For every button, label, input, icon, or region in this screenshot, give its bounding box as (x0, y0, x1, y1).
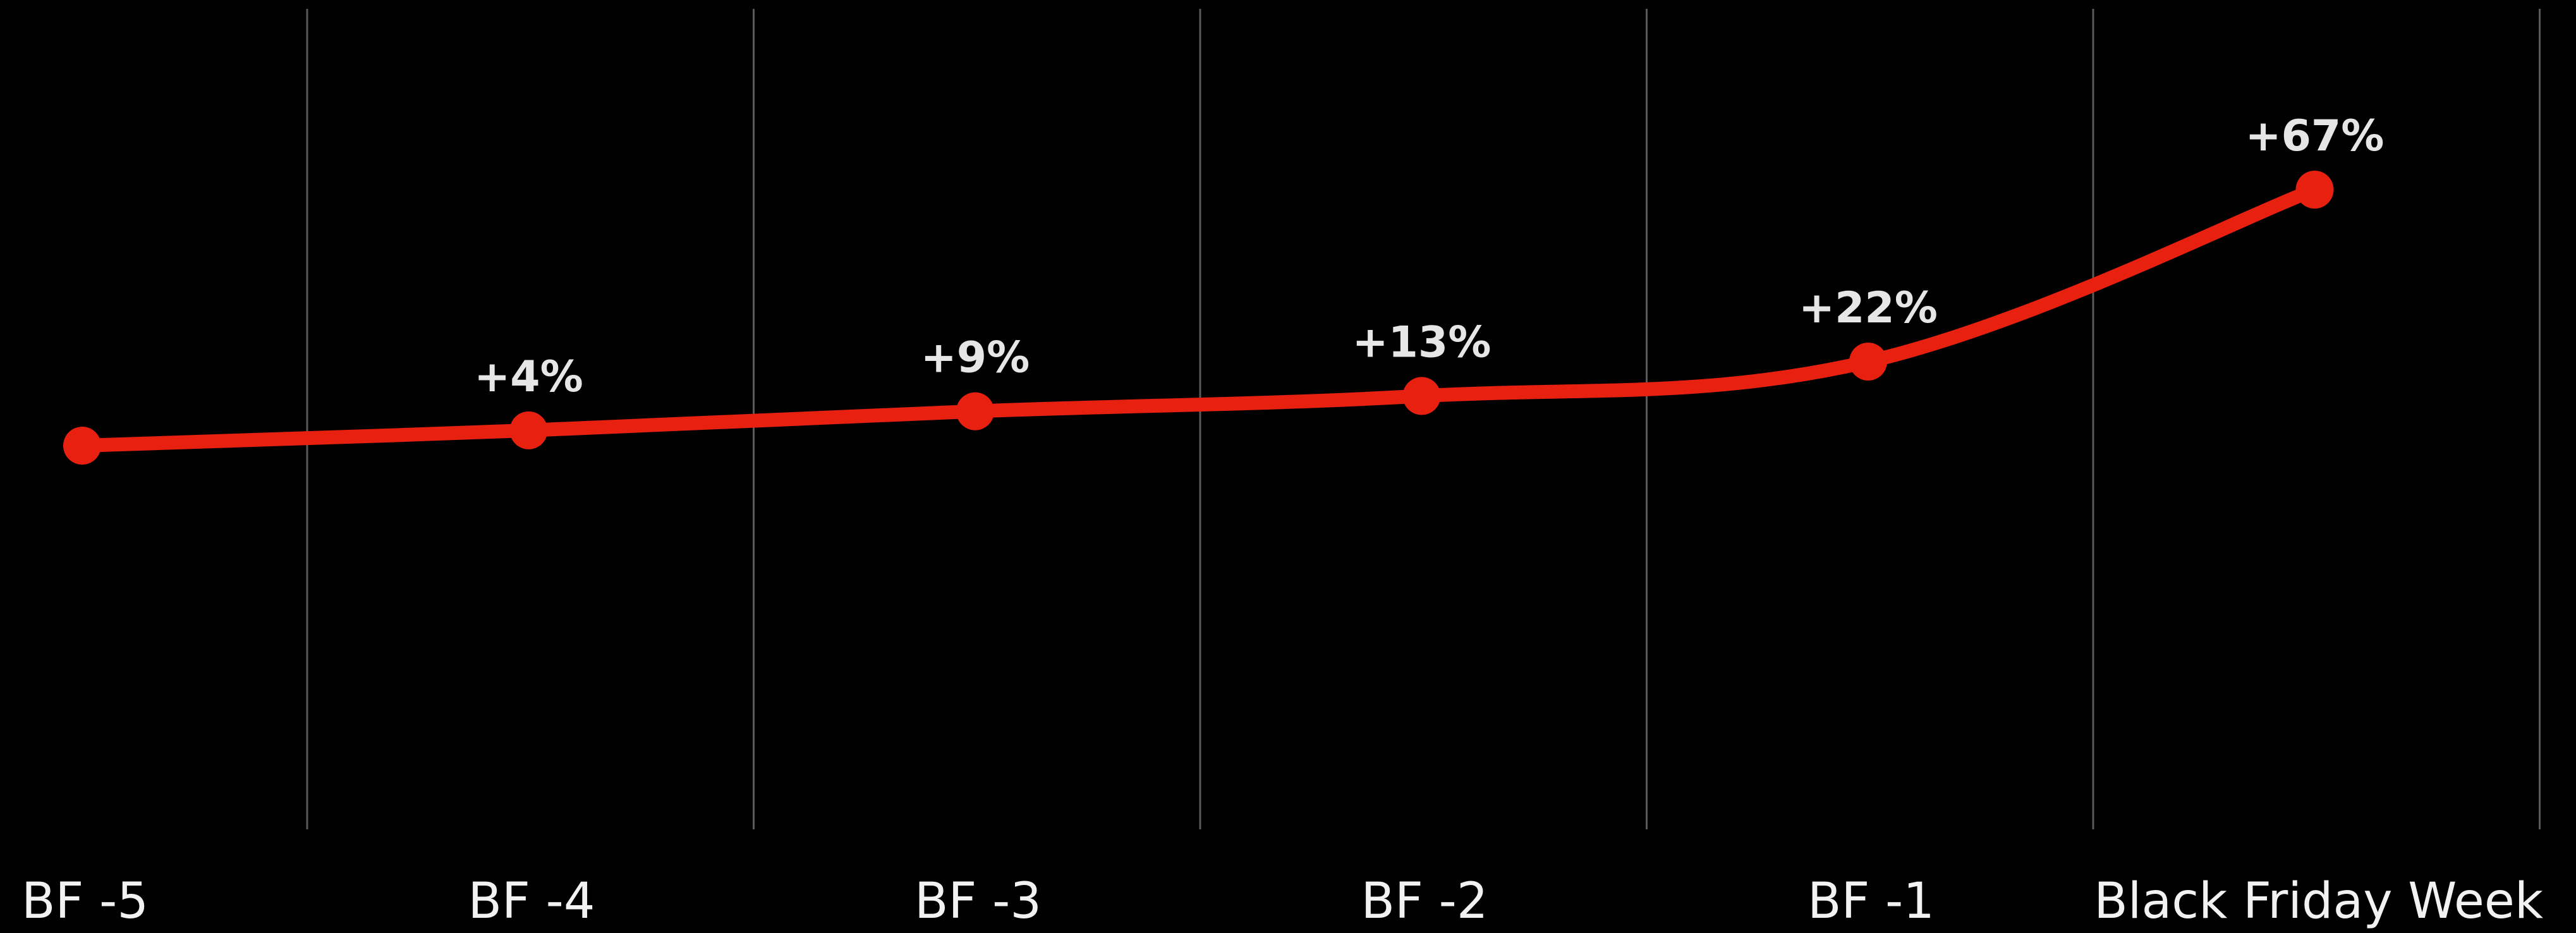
data-point (1402, 377, 1441, 415)
data-point (1849, 343, 1887, 381)
data-point (956, 392, 994, 430)
x-tick-label: BF -5 (21, 873, 149, 930)
data-point (2295, 171, 2334, 209)
series-lines (75, 183, 2322, 453)
data-label: +22% (1799, 283, 1938, 333)
data-point (63, 427, 101, 465)
series-line (75, 183, 2322, 453)
data-labels: +4% +9% +13% +22% +67% (474, 111, 2384, 402)
x-tick-label: BF -4 (468, 873, 595, 930)
x-tick-label: BF -1 (1807, 873, 1935, 930)
data-label: +9% (921, 333, 1030, 383)
x-tick-label: Black Friday Week (2094, 873, 2543, 930)
data-points (63, 171, 2334, 465)
data-label: +13% (1352, 317, 1492, 367)
data-label: +67% (2245, 111, 2385, 161)
data-point (509, 411, 548, 449)
x-tick-label: BF -3 (914, 873, 1042, 930)
data-label: +4% (474, 352, 583, 402)
x-tick-labels: BF -5 BF -4 BF -3 BF -2 BF -1 Black Friday We… (21, 873, 2543, 930)
x-tick-label: BF -2 (1361, 873, 1488, 930)
gridlines (306, 9, 2541, 829)
